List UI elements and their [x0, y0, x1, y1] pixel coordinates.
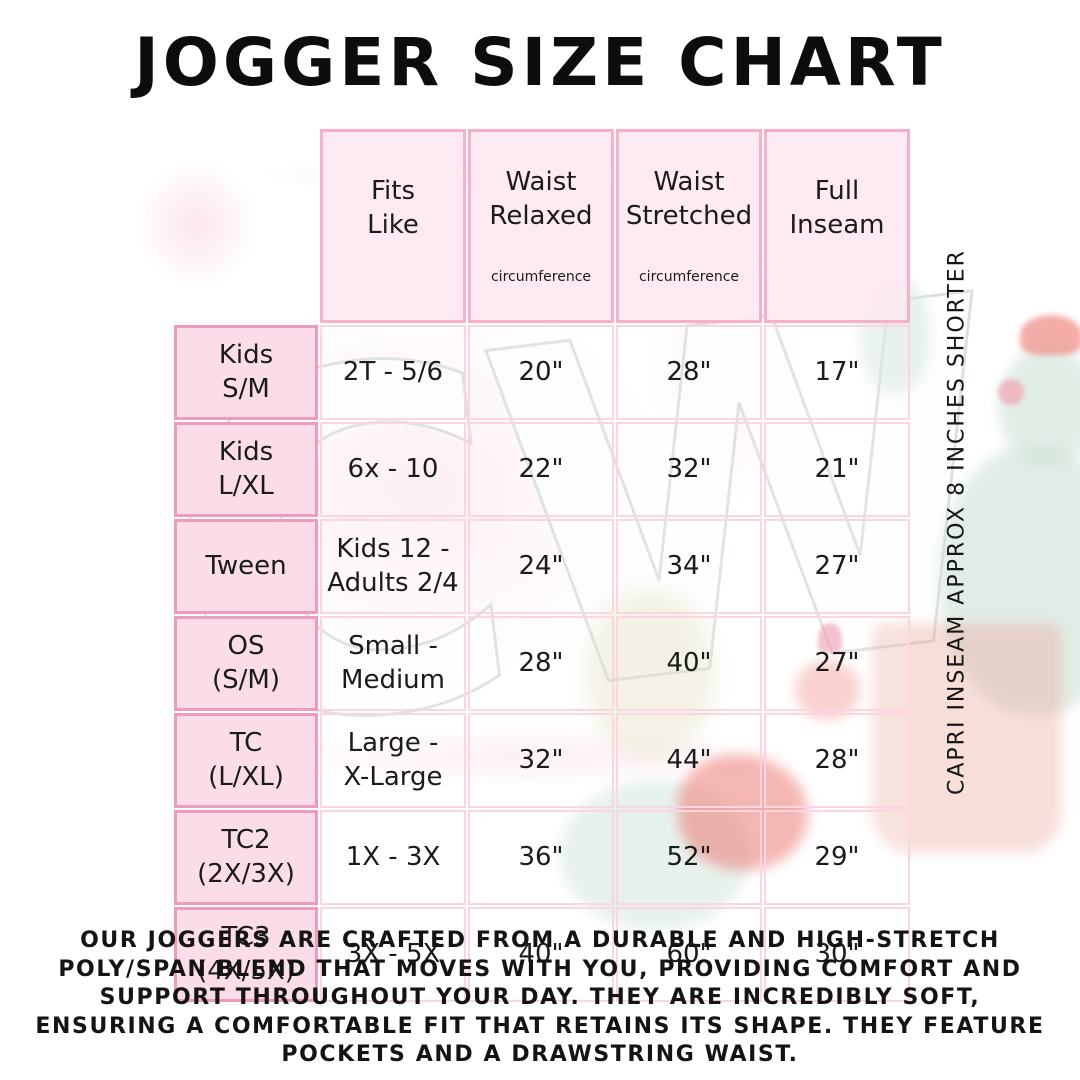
table-row: OS (S/M) Small - Medium 28" 40" 27": [174, 616, 910, 712]
row-label: TC3 (4X/5X): [174, 907, 318, 1003]
waist-stretched-cell: 34": [616, 519, 762, 615]
waist-stretched-cell: 28": [616, 325, 762, 421]
row-label: Kids L/XL: [174, 422, 318, 518]
full-inseam-cell: 27": [764, 519, 910, 615]
waist-relaxed-cell: 22": [468, 422, 614, 518]
cactus-pad-shape: [998, 347, 1080, 467]
waist-relaxed-cell: 24": [468, 519, 614, 615]
full-inseam-cell: 29": [764, 810, 910, 906]
row-label: TC2 (2X/3X): [174, 810, 318, 906]
waist-relaxed-cell: 32": [468, 713, 614, 809]
capri-inseam-note: CAPRI INSEAM APPROX 8 INCHES SHORTER: [944, 249, 970, 795]
flower-pot-shape: [872, 623, 1062, 853]
waist-relaxed-cell: 36": [468, 810, 614, 906]
fits-like-cell: Kids 12 - Adults 2/4: [320, 519, 466, 615]
description-line: POCKETS AND A DRAWSTRING WAIST.: [281, 1042, 799, 1068]
header-row: Fits Like Waist Relaxed circumference Wa…: [174, 129, 910, 324]
description-line: OUR JOGGERS ARE CRAFTED FROM A DURABLE A…: [80, 928, 1000, 953]
full-inseam-cell: 17": [764, 325, 910, 421]
red-flower-shape: [678, 755, 808, 870]
row-label: OS (S/M): [174, 616, 318, 712]
column-header-title: Fits Like: [367, 176, 419, 241]
tulip-shape: [818, 623, 842, 653]
waist-relaxed-cell: 28": [468, 616, 614, 712]
column-header-title: Waist Relaxed: [489, 166, 593, 231]
fits-like-cell: 2T - 5/6: [320, 325, 466, 421]
table-corner-spacer: [174, 129, 318, 323]
column-header-title: Full Inseam: [789, 176, 885, 241]
size-chart-table: Fits Like Waist Relaxed circumference Wa…: [172, 127, 912, 1004]
description-line: POLY/SPAN BLEND THAT MOVES WITH YOU, PRO…: [58, 956, 1022, 982]
table-row: TC (L/XL) Large - X-Large 32" 44" 28": [174, 713, 910, 809]
description-line: SUPPORT THROUGHOUT YOUR DAY. THEY ARE IN…: [99, 985, 981, 1011]
column-header-fits-like: Fits Like: [320, 129, 466, 324]
waist-relaxed-cell: 20": [468, 325, 614, 421]
page-title: JOGGER SIZE CHART: [134, 24, 946, 101]
column-header-full-inseam: Full Inseam: [764, 129, 910, 324]
description-line: ENSURING A COMFORTABLE FIT THAT RETAINS …: [35, 1013, 1045, 1039]
waist-stretched-cell: 52": [616, 810, 762, 906]
column-header-waist-stretched: Waist Stretched circumference: [616, 129, 762, 324]
column-header-waist-relaxed: Waist Relaxed circumference: [468, 129, 614, 324]
table-row: TC2 (2X/3X) 1X - 3X 36" 52" 29": [174, 810, 910, 906]
table-row: Kids S/M 2T - 5/6 20" 28" 17": [174, 325, 910, 421]
cactus-flower-shape: [1020, 315, 1080, 355]
column-header-subtitle: circumference: [638, 269, 740, 286]
column-header-subtitle: circumference: [490, 269, 592, 286]
cactus-shape: [940, 445, 1080, 715]
waist-relaxed-cell: 40": [468, 907, 614, 1003]
fits-like-cell: Large - X-Large: [320, 713, 466, 809]
full-inseam-cell: 21": [764, 422, 910, 518]
column-header-title: Waist Stretched: [625, 166, 753, 231]
table-row: TC3 (4X/5X) 3X - 5X 40" 60" 30": [174, 907, 910, 1003]
full-inseam-cell: 27": [764, 616, 910, 712]
waist-stretched-cell: 60": [616, 907, 762, 1003]
leaves-shape: [585, 590, 715, 760]
row-label: Tween: [174, 519, 318, 615]
row-label: TC (L/XL): [174, 713, 318, 809]
waist-stretched-cell: 44": [616, 713, 762, 809]
waist-stretched-cell: 32": [616, 422, 762, 518]
full-inseam-cell: 30": [764, 907, 910, 1003]
table-row: Kids L/XL 6x - 10 22" 32" 21": [174, 422, 910, 518]
table-row: Tween Kids 12 - Adults 2/4 24" 34" 27": [174, 519, 910, 615]
waist-stretched-cell: 40": [616, 616, 762, 712]
fits-like-cell: Small - Medium: [320, 616, 466, 712]
full-inseam-cell: 28": [764, 713, 910, 809]
fits-like-cell: 3X - 5X: [320, 907, 466, 1003]
fits-like-cell: 1X - 3X: [320, 810, 466, 906]
pink-flower-shape: [998, 379, 1024, 405]
row-label: Kids S/M: [174, 325, 318, 421]
fits-like-cell: 6x - 10: [320, 422, 466, 518]
product-description: OUR JOGGERS ARE CRAFTED FROM A DURABLE A…: [0, 927, 1080, 1070]
